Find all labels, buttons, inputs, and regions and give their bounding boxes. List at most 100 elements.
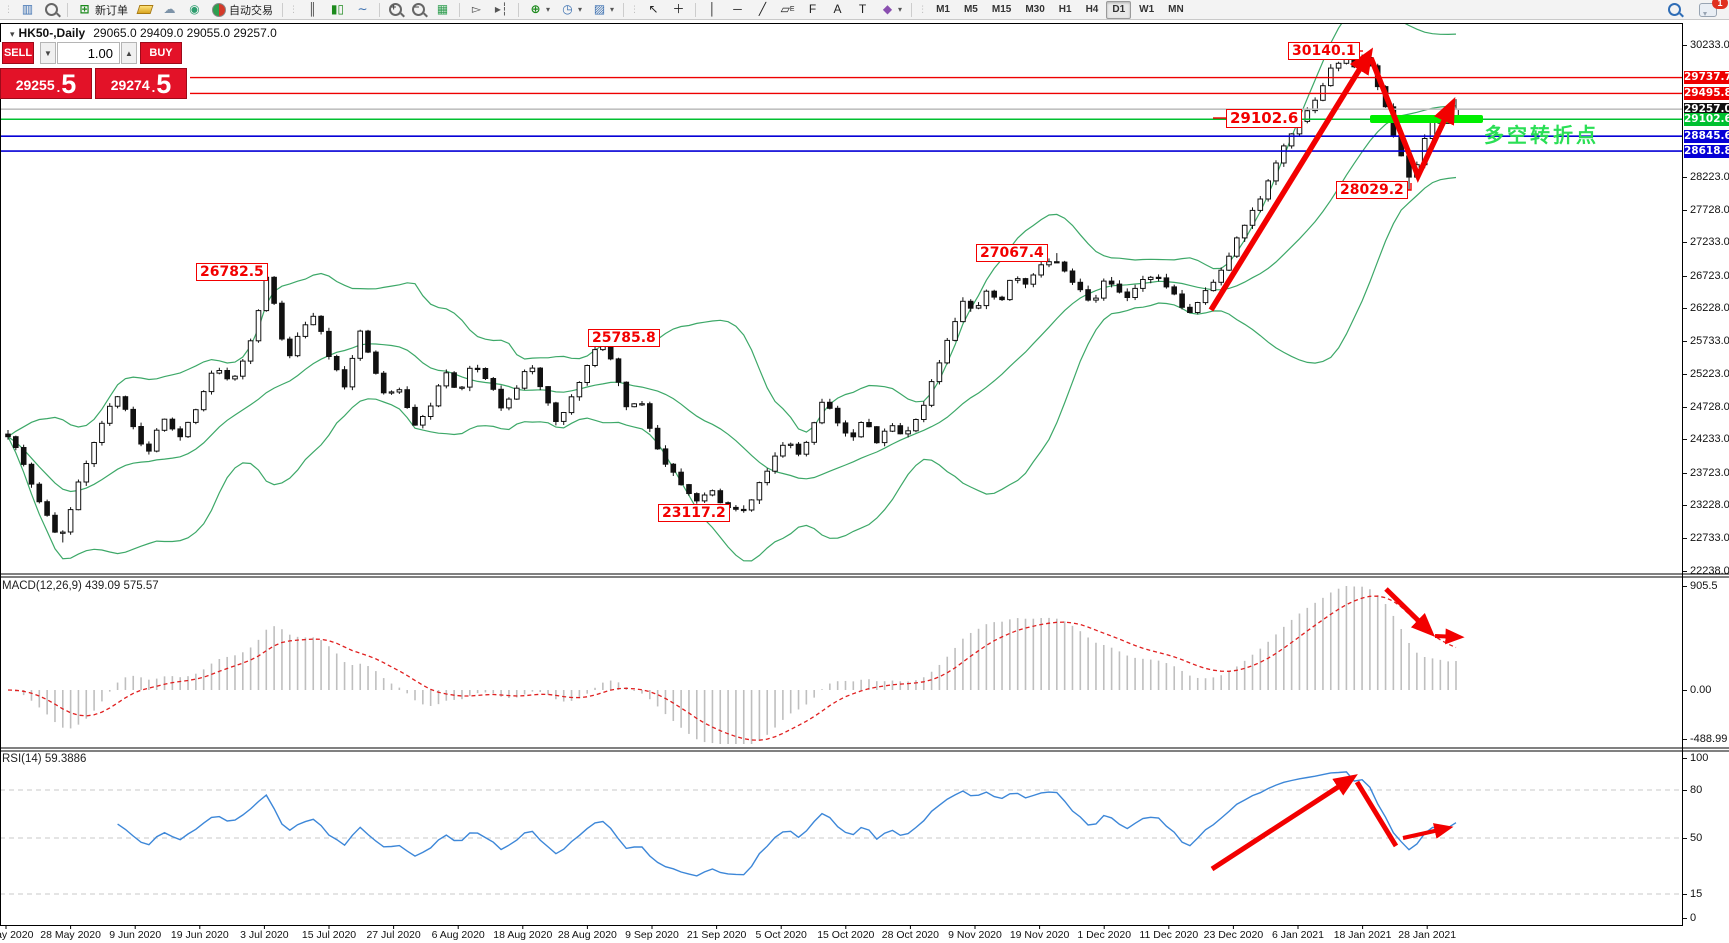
date-tick-label: 28 Oct 2020 bbox=[881, 929, 939, 941]
axis-tick-label: 0.00 bbox=[1690, 684, 1712, 696]
bar-chart-button[interactable]: ║ bbox=[301, 1, 324, 18]
date-tick-label: 28 Aug 2020 bbox=[557, 929, 617, 941]
clock-icon: ◷ bbox=[562, 2, 573, 16]
volume-input[interactable] bbox=[57, 42, 120, 64]
tile-windows-button[interactable]: ▦ bbox=[431, 1, 454, 18]
new-order-label: 新订单 bbox=[95, 4, 128, 17]
date-tick-label: 6 Jan 2021 bbox=[1272, 929, 1324, 941]
sell-price-quote[interactable]: 29255. 5 bbox=[0, 68, 92, 99]
horizontal-line-icon: ─ bbox=[733, 2, 742, 16]
candlestick-icon: ▮▯ bbox=[330, 2, 345, 16]
candle-chart-button[interactable]: ▮▯ bbox=[326, 1, 349, 18]
buy-price-quote[interactable]: 29274. 5 bbox=[95, 68, 187, 99]
chart-window-button[interactable]: ▥ bbox=[16, 1, 39, 18]
axis-tick-label: 27233.0 bbox=[1690, 236, 1729, 248]
date-tick-label: 23 Dec 2020 bbox=[1203, 929, 1264, 941]
date-tick-label: 8 May 2020 bbox=[0, 929, 34, 941]
cursor-icon: ↖ bbox=[648, 2, 659, 16]
date-tick-label: 11 Dec 2020 bbox=[1139, 929, 1199, 941]
volume-dropdown-button[interactable]: ▼ bbox=[40, 42, 56, 64]
axis-tick-label: 30233.0 bbox=[1690, 39, 1729, 51]
vline-tool[interactable]: │ bbox=[701, 1, 724, 18]
timeframe-W1[interactable]: W1 bbox=[1139, 4, 1155, 15]
templates-button[interactable]: ▨ ▾ bbox=[593, 2, 615, 16]
timeframe-MN[interactable]: MN bbox=[1168, 4, 1184, 15]
timeframe-M15[interactable]: M15 bbox=[991, 4, 1012, 15]
vertical-line-icon: │ bbox=[708, 2, 717, 16]
new-order-button[interactable]: ⊞ 新订单 bbox=[73, 1, 132, 18]
indicators-button[interactable]: ⊕ ▾ bbox=[524, 1, 554, 18]
search-button[interactable] bbox=[1664, 1, 1685, 18]
cursor-tool[interactable]: ↖ bbox=[642, 1, 665, 18]
axis-tick-label: 15 bbox=[1690, 888, 1703, 900]
axis-tick-mark bbox=[1683, 341, 1687, 342]
zoom-out-button[interactable]: − bbox=[408, 1, 429, 18]
axis-tick-mark bbox=[1683, 177, 1687, 178]
axis-tick-label: 25223.0 bbox=[1690, 368, 1729, 380]
terminal-button[interactable]: ☁ bbox=[158, 1, 181, 18]
axis-tick-mark bbox=[1683, 45, 1687, 46]
periods-button[interactable]: ◷ ▾ bbox=[556, 1, 586, 18]
notifications-button[interactable]: 1 bbox=[1695, 0, 1728, 18]
date-tick-label: 9 Jun 2020 bbox=[109, 929, 162, 941]
axis-tick-mark bbox=[1683, 210, 1687, 211]
sell-price-fraction: 5 bbox=[61, 69, 77, 99]
zoom-out-icon: − bbox=[412, 2, 425, 16]
date-tick-label: 15 Oct 2020 bbox=[817, 929, 875, 941]
axis-tick-mark bbox=[1683, 894, 1687, 895]
date-tick-label: 21 Sep 2020 bbox=[686, 929, 747, 941]
auto-trading-button[interactable]: 自动交易 bbox=[208, 1, 277, 18]
crosshair-tool[interactable]: ＋ bbox=[667, 1, 690, 18]
axis-tick-mark bbox=[1683, 473, 1687, 474]
symbol-ohlc: 29065.0 29409.0 29055.0 29257.0 bbox=[93, 26, 277, 40]
date-tick-label: 1 Dec 2020 bbox=[1077, 929, 1132, 941]
trendline-tool[interactable]: ╱ bbox=[751, 1, 774, 18]
axis-tick-label: 26228.0 bbox=[1690, 302, 1729, 314]
timeframe-M5[interactable]: M5 bbox=[963, 4, 978, 15]
cloud-icon: ☁ bbox=[163, 2, 176, 16]
volume-up-button[interactable]: ▲ bbox=[121, 42, 137, 64]
channel-tool[interactable]: ▱ E bbox=[776, 1, 799, 18]
axis-tick-mark bbox=[1683, 374, 1687, 375]
price-label: 26782.5 bbox=[196, 263, 268, 281]
axis-tick-mark bbox=[1683, 276, 1687, 277]
axis-tick-mark bbox=[1683, 571, 1687, 572]
notification-badge: 1 bbox=[1712, 0, 1728, 9]
timeframe-H4[interactable]: H4 bbox=[1085, 4, 1099, 15]
fibonacci-tool[interactable]: F bbox=[801, 1, 824, 18]
new-order-icon: ⊞ bbox=[79, 2, 90, 16]
toolbar-grip: ⋮ bbox=[4, 4, 13, 14]
hline-tool[interactable]: ─ bbox=[726, 1, 749, 18]
indicators-icon: ⊕ bbox=[530, 2, 541, 16]
date-tick-label: 19 Jun 2020 bbox=[170, 929, 229, 941]
level-price-badge: 29495.8 bbox=[1684, 87, 1729, 100]
channel-icon: ▱ E bbox=[780, 2, 795, 16]
text-label-icon: T bbox=[858, 2, 867, 16]
date-tick-label: 19 Nov 2020 bbox=[1009, 929, 1070, 941]
timeframe-H1[interactable]: H1 bbox=[1058, 4, 1072, 15]
level-price-badge: 28845.6 bbox=[1684, 130, 1729, 143]
current-price-badge: 29257.0 bbox=[1684, 103, 1729, 116]
chart-shift-button[interactable]: ▻ bbox=[465, 1, 488, 18]
auto-scroll-button[interactable]: ▸┆ bbox=[490, 1, 513, 18]
data-window-button[interactable] bbox=[41, 1, 62, 18]
price-label: 28029.2 bbox=[1336, 181, 1408, 199]
timeframe-D1[interactable]: D1 bbox=[1106, 0, 1132, 19]
buy-button[interactable]: BUY bbox=[140, 42, 182, 64]
signals-button[interactable]: ◉ bbox=[183, 1, 206, 18]
axis-tick-mark bbox=[1683, 439, 1687, 440]
label-tool[interactable]: T bbox=[851, 1, 874, 18]
templates-icon: ▨ bbox=[593, 2, 606, 16]
line-chart-button[interactable]: ∼ bbox=[351, 1, 374, 18]
timeframe-M1[interactable]: M1 bbox=[936, 4, 950, 15]
axis-tick-mark bbox=[1683, 790, 1687, 791]
arrows-tool[interactable]: ◆ ▾ bbox=[876, 1, 906, 18]
toolbar-right-icons: 1 bbox=[1664, 0, 1729, 18]
text-tool[interactable]: A bbox=[826, 1, 849, 18]
zoom-in-button[interactable]: + bbox=[385, 1, 406, 18]
sell-button[interactable]: SELL bbox=[2, 42, 34, 64]
timeframe-M30[interactable]: M30 bbox=[1025, 4, 1045, 15]
price-label: 29102.6 bbox=[1226, 109, 1303, 128]
axis-tick-mark bbox=[1683, 586, 1687, 587]
